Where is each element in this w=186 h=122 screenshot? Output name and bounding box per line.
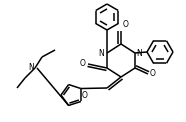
Text: N: N (98, 49, 104, 57)
Text: O: O (80, 60, 86, 68)
Text: O: O (82, 92, 88, 100)
Text: N: N (28, 63, 34, 72)
Text: N: N (136, 49, 142, 57)
Text: O: O (123, 20, 129, 29)
Text: O: O (150, 70, 156, 78)
